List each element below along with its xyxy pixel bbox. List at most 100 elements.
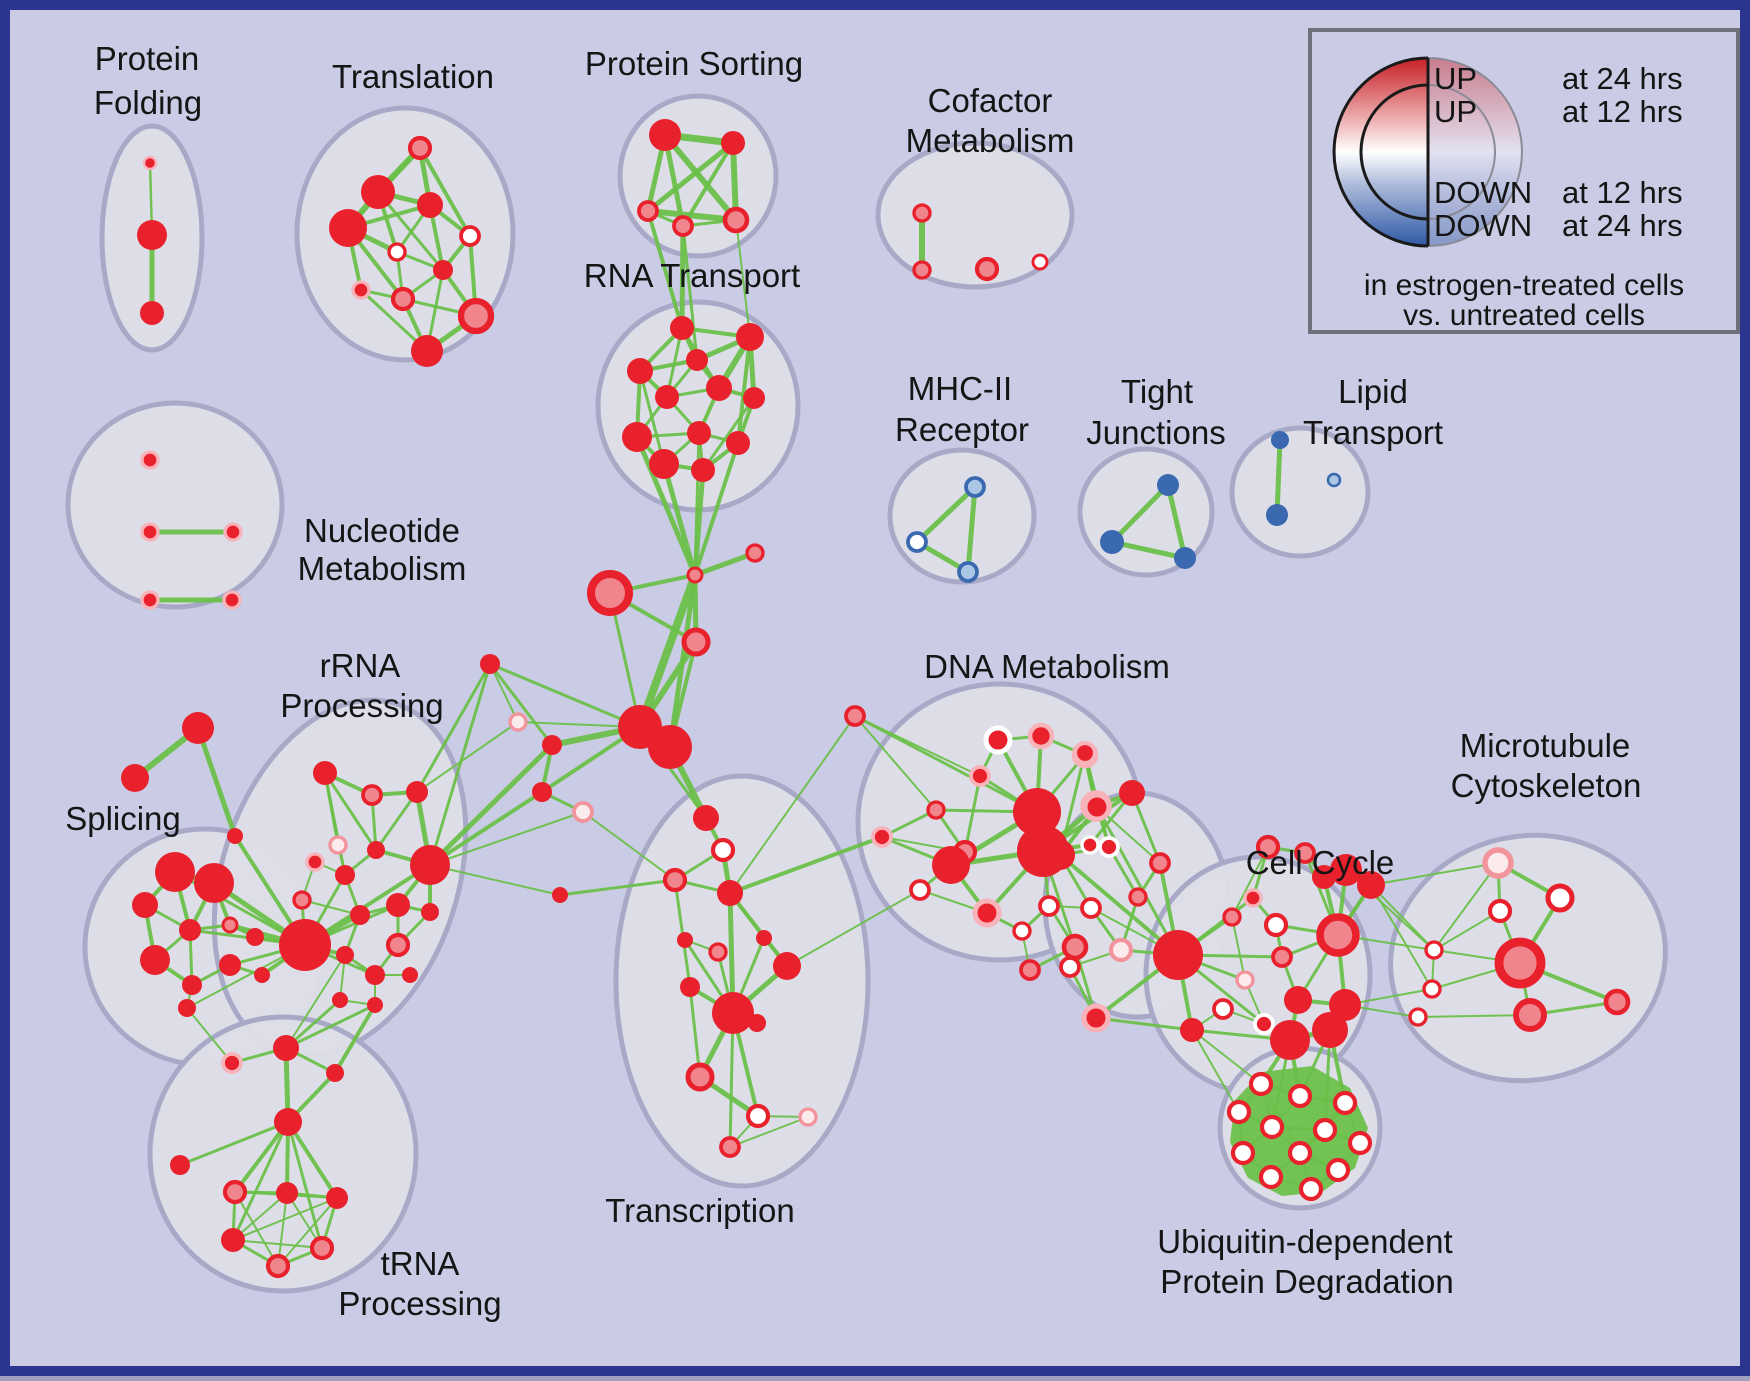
gene-node[interactable]	[170, 1155, 190, 1175]
gene-node[interactable]	[1080, 897, 1102, 919]
gene-node[interactable]	[798, 1107, 818, 1127]
gene-node[interactable]	[587, 570, 633, 616]
gene-node[interactable]	[1347, 1130, 1373, 1156]
gene-node[interactable]	[390, 286, 416, 312]
gene-node[interactable]	[387, 242, 407, 262]
gene-node[interactable]	[773, 952, 801, 980]
gene-node[interactable]	[1128, 887, 1148, 907]
gene-node[interactable]	[274, 1108, 302, 1136]
gene-node[interactable]	[686, 566, 704, 584]
gene-node[interactable]	[964, 476, 986, 498]
gene-node[interactable]	[313, 761, 337, 785]
gene-node[interactable]	[411, 335, 443, 367]
gene-node[interactable]	[265, 1253, 291, 1279]
gene-node[interactable]	[221, 916, 239, 934]
gene-node[interactable]	[421, 903, 439, 921]
gene-node[interactable]	[1545, 883, 1575, 913]
gene-node[interactable]	[912, 203, 932, 223]
gene-node[interactable]	[1081, 1003, 1111, 1033]
gene-node[interactable]	[648, 725, 692, 769]
gene-node[interactable]	[1045, 840, 1075, 870]
gene-node[interactable]	[179, 919, 201, 941]
gene-node[interactable]	[1325, 1157, 1351, 1183]
gene-node[interactable]	[906, 531, 928, 553]
gene-node[interactable]	[457, 297, 495, 335]
gene-node[interactable]	[1284, 986, 1312, 1014]
gene-node[interactable]	[121, 764, 149, 792]
gene-node[interactable]	[1230, 1140, 1256, 1166]
gene-node[interactable]	[406, 781, 428, 803]
gene-node[interactable]	[1259, 1114, 1285, 1140]
gene-node[interactable]	[710, 837, 736, 863]
gene-node[interactable]	[433, 260, 453, 280]
gene-node[interactable]	[1422, 979, 1442, 999]
gene-node[interactable]	[719, 1136, 741, 1158]
gene-node[interactable]	[1157, 474, 1179, 496]
gene-node[interactable]	[552, 887, 568, 903]
gene-node[interactable]	[1255, 834, 1281, 860]
gene-node[interactable]	[326, 1064, 344, 1082]
gene-node[interactable]	[1031, 253, 1049, 271]
gene-node[interactable]	[1243, 888, 1263, 908]
gene-node[interactable]	[572, 801, 594, 823]
gene-node[interactable]	[1059, 956, 1081, 978]
gene-node[interactable]	[137, 220, 167, 250]
gene-node[interactable]	[1061, 933, 1089, 961]
gene-node[interactable]	[140, 301, 164, 325]
gene-node[interactable]	[1312, 1117, 1338, 1143]
gene-node[interactable]	[1271, 431, 1289, 449]
gene-node[interactable]	[1072, 740, 1098, 766]
gene-node[interactable]	[1294, 842, 1316, 864]
gene-node[interactable]	[1019, 959, 1041, 981]
gene-node[interactable]	[748, 1014, 766, 1032]
gene-node[interactable]	[712, 992, 754, 1034]
gene-node[interactable]	[974, 256, 1000, 282]
gene-node[interactable]	[132, 892, 158, 918]
gene-node[interactable]	[350, 905, 370, 925]
gene-node[interactable]	[649, 119, 681, 151]
gene-node[interactable]	[745, 1103, 771, 1129]
gene-node[interactable]	[361, 784, 383, 806]
gene-node[interactable]	[361, 175, 395, 209]
gene-node[interactable]	[1312, 1012, 1348, 1048]
gene-node[interactable]	[722, 206, 750, 234]
gene-node[interactable]	[1330, 854, 1362, 886]
gene-node[interactable]	[542, 735, 562, 755]
gene-node[interactable]	[1258, 1164, 1284, 1190]
gene-node[interactable]	[1212, 998, 1234, 1020]
gene-node[interactable]	[871, 826, 893, 848]
gene-node[interactable]	[745, 543, 765, 563]
gene-node[interactable]	[367, 997, 383, 1013]
gene-node[interactable]	[637, 200, 659, 222]
gene-node[interactable]	[1270, 1020, 1310, 1060]
gene-node[interactable]	[1487, 898, 1513, 924]
gene-node[interactable]	[1235, 970, 1255, 990]
gene-node[interactable]	[1248, 1071, 1274, 1097]
gene-node[interactable]	[726, 431, 750, 455]
gene-node[interactable]	[1222, 907, 1242, 927]
gene-node[interactable]	[1494, 937, 1546, 989]
gene-node[interactable]	[246, 928, 264, 946]
gene-node[interactable]	[655, 385, 679, 409]
gene-node[interactable]	[1038, 895, 1060, 917]
gene-node[interactable]	[680, 977, 700, 997]
gene-node[interactable]	[417, 192, 443, 218]
gene-node[interactable]	[972, 898, 1002, 928]
gene-node[interactable]	[309, 1235, 335, 1261]
gene-node[interactable]	[1013, 788, 1061, 836]
gene-node[interactable]	[222, 1179, 248, 1205]
gene-node[interactable]	[1180, 1018, 1204, 1042]
gene-node[interactable]	[756, 930, 772, 946]
gene-node[interactable]	[407, 135, 433, 161]
gene-node[interactable]	[182, 975, 202, 995]
gene-node[interactable]	[365, 965, 385, 985]
gene-node[interactable]	[140, 450, 160, 470]
gene-node[interactable]	[329, 209, 367, 247]
gene-node[interactable]	[681, 627, 711, 657]
gene-node[interactable]	[1119, 780, 1145, 806]
gene-node[interactable]	[305, 852, 325, 872]
gene-node[interactable]	[1027, 722, 1055, 750]
gene-node[interactable]	[221, 1052, 243, 1074]
gene-node[interactable]	[194, 863, 234, 903]
gene-node[interactable]	[743, 387, 765, 409]
